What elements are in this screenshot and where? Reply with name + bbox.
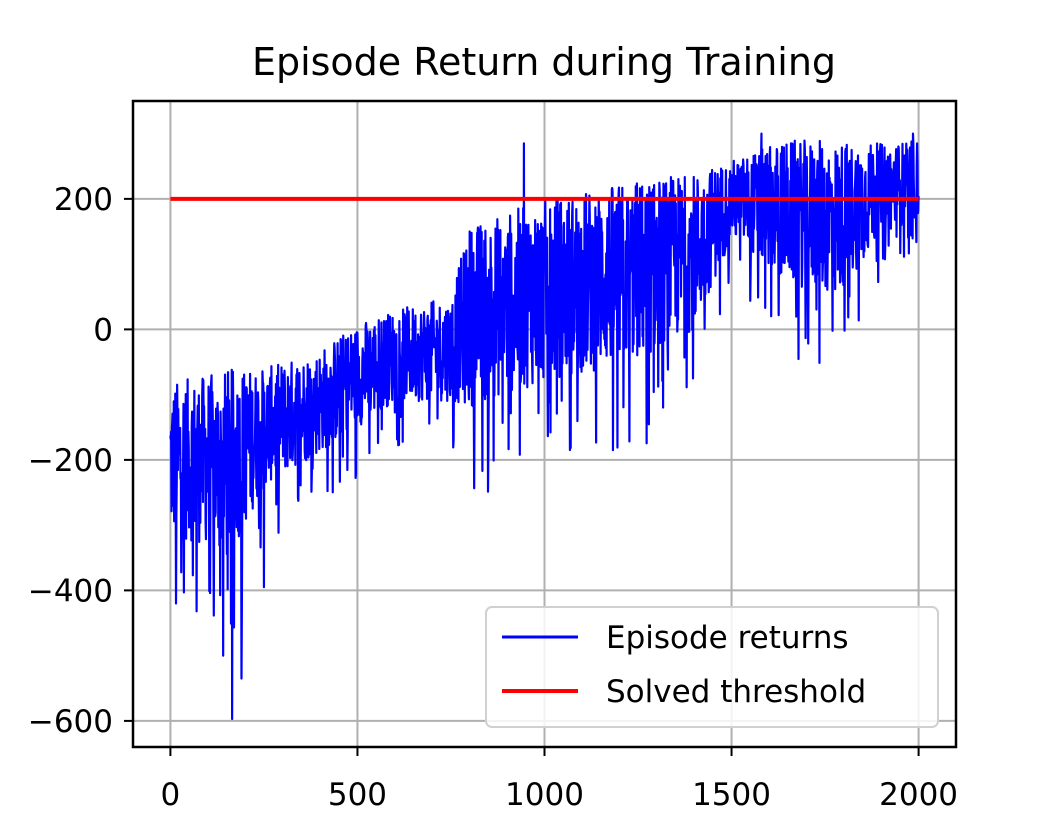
legend-label-episode-returns: Episode returns <box>606 620 849 656</box>
legend-box <box>485 606 939 728</box>
x-tick-label: 1000 <box>505 777 584 813</box>
y-tick-label: −600 <box>28 704 113 740</box>
x-tick-label: 500 <box>328 777 387 813</box>
x-tick-label: 1500 <box>692 777 771 813</box>
y-tick-label: −400 <box>28 573 113 609</box>
series-line-episode-returns <box>169 132 920 721</box>
y-tick-label: −200 <box>28 443 113 479</box>
x-tick-label: 0 <box>161 777 181 813</box>
y-tick-label: 200 <box>54 182 113 218</box>
series-layer <box>169 132 920 721</box>
legend-label-solved-threshold: Solved threshold <box>606 674 866 710</box>
y-axis: 200 0 −200 −400 −600 <box>28 182 133 740</box>
chart-title: Episode Return during Training <box>252 40 836 84</box>
x-axis: 0 500 1000 1500 2000 <box>161 747 958 813</box>
x-tick-label: 2000 <box>879 777 958 813</box>
legend: Episode returns Solved threshold <box>485 606 939 728</box>
y-tick-label: 0 <box>93 312 113 348</box>
